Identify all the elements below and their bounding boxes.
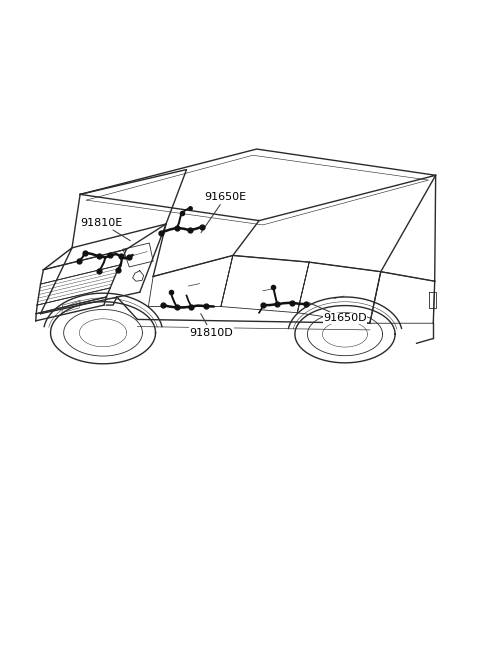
Text: 91810E: 91810E <box>81 218 130 241</box>
Text: 91650E: 91650E <box>201 192 247 233</box>
Text: 91650D: 91650D <box>309 303 367 323</box>
Text: 91810D: 91810D <box>190 314 233 338</box>
